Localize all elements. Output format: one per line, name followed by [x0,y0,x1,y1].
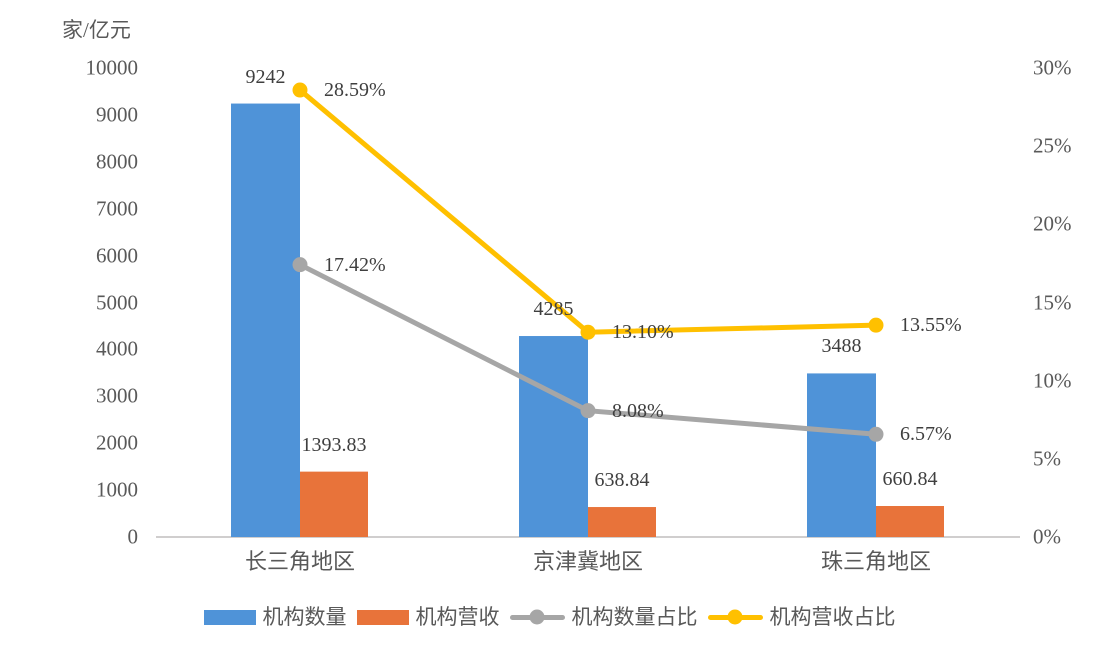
legend-label: 机构数量占比 [571,604,698,629]
right-axis-tick-5%: 5% [1033,446,1061,471]
left-axis-tick-8000: 8000 [96,149,138,174]
left-axis-tick-7000: 7000 [96,196,138,221]
legend: 机构数量 机构营收 机构数量占比 机构营收占比 [0,604,1099,630]
point-institution-count-share-0 [292,257,308,273]
right-axis-tick-30%: 30% [1033,55,1072,80]
category-label-1: 京津冀地区 [532,549,644,574]
data-label-institution-count-2: 3488 [821,335,862,358]
left-axis-tick-3000: 3000 [96,383,138,408]
left-axis-tick-5000: 5000 [96,290,138,314]
data-label-institution-count-0: 9242 [245,65,286,88]
legend-label: 机构营收 [415,604,500,629]
bar-institution-revenue-1 [588,507,656,537]
left-axis-tick-6000: 6000 [96,243,138,268]
left-axis-tick-10000: 10000 [85,55,139,80]
data-label-institution-count-share-1: 8.08% [612,399,664,422]
right-axis-tick-20%: 20% [1033,211,1072,236]
line-dot-marker-icon [509,609,565,625]
left-axis-title: 家/亿元 [62,18,131,42]
legend-item-institution-count-share: 机构数量占比 [509,604,698,629]
left-axis-tick-0: 0 [127,524,139,549]
left-axis-tick-9000: 9000 [96,102,138,127]
legend-label: 机构营收占比 [769,604,896,629]
left-axis-tick-2000: 2000 [96,430,138,455]
right-axis-tick-0%: 0% [1033,524,1061,549]
bar-institution-count-1 [519,336,588,537]
bar-swatch-icon [203,609,256,625]
bar-institution-revenue-0 [300,471,368,537]
point-institution-count-share-1 [580,403,596,419]
data-label-institution-revenue-0: 1393.83 [301,433,367,456]
point-institution-count-share-2 [868,426,884,442]
right-axis-tick-25%: 25% [1033,133,1072,158]
bar-institution-count-0 [231,103,300,537]
right-axis-tick-10%: 10% [1033,368,1072,393]
bar-institution-revenue-2 [876,506,944,537]
right-axis-tick-15%: 15% [1033,290,1072,314]
category-label-2: 珠三角地区 [820,549,932,574]
data-label-institution-count-share-2: 6.57% [900,423,952,446]
left-axis-tick-1000: 1000 [96,477,138,502]
line-dot-marker-icon [707,609,763,625]
data-label-institution-count-share-0: 17.42% [324,253,386,276]
left-axis-tick-4000: 4000 [96,336,138,361]
data-label-institution-revenue-share-1: 13.10% [612,321,674,344]
data-label-institution-count-1: 4285 [533,298,574,321]
bar-institution-count-2 [807,373,876,537]
data-label-institution-revenue-share-2: 13.55% [900,314,962,337]
data-label-institution-revenue-2: 660.84 [882,468,938,490]
point-institution-revenue-share-2 [868,317,884,333]
line-institution-revenue-share [297,87,879,335]
category-label-0: 长三角地区 [244,549,356,574]
legend-item-institution-count: 机构数量 [203,604,347,629]
legend-item-institution-revenue-share: 机构营收占比 [707,604,896,629]
point-institution-revenue-share-1 [580,324,596,340]
legend-label: 机构数量 [262,604,347,629]
data-label-institution-revenue-share-0: 28.59% [324,79,386,102]
data-label-institution-revenue-1: 638.84 [594,469,650,492]
legend-item-institution-revenue: 机构营收 [356,604,500,629]
point-institution-revenue-share-0 [292,82,308,98]
bar-swatch-icon [356,609,409,625]
